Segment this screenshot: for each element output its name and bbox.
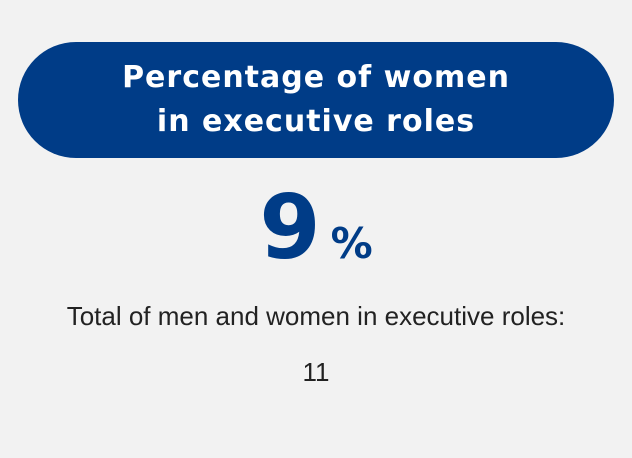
- stat-unit: %: [330, 219, 373, 268]
- stat-note: Total of men and women in executive role…: [66, 301, 566, 387]
- title-banner: Percentage of women in executive roles: [18, 42, 614, 158]
- stat-value: 9: [259, 176, 321, 279]
- stat-display: 9 %: [0, 178, 632, 278]
- card-title: Percentage of women in executive roles: [122, 60, 510, 139]
